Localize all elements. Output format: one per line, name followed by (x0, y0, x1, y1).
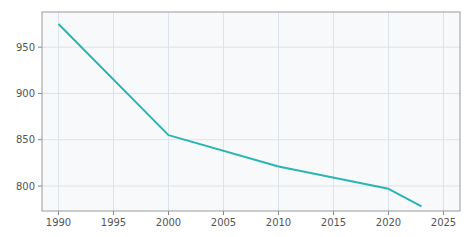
x-tick (333, 211, 334, 215)
x-tick-label: 2010 (266, 217, 291, 228)
x-grid-line (278, 12, 279, 211)
y-tick-label: 850 (16, 134, 35, 145)
x-tick-label: 1995 (101, 217, 126, 228)
plot-frame (42, 12, 460, 211)
x-tick-label: 2000 (156, 217, 181, 228)
y-tick-label: 900 (16, 88, 35, 99)
x-grid-line (443, 12, 444, 211)
y-tick (38, 47, 42, 48)
x-tick-label: 2020 (376, 217, 401, 228)
x-tick-label: 2005 (211, 217, 236, 228)
y-grid-line (42, 93, 460, 94)
x-tick (168, 211, 169, 215)
plot-background (42, 12, 460, 211)
y-grid-line (42, 139, 460, 140)
x-tick-label: 1990 (46, 217, 71, 228)
x-grid-line (58, 12, 59, 211)
y-grid-line (42, 47, 460, 48)
data-layer (59, 24, 422, 206)
y-grid-line (42, 186, 460, 187)
chart-container: 1990 1995 2000 2005 2010 2015 2020 2025 800 850 90… (0, 0, 474, 237)
x-tick (58, 211, 59, 215)
x-tick-label: 2025 (431, 217, 456, 228)
x-grid-line (168, 12, 169, 211)
y-tick (38, 186, 42, 187)
x-grid-line (223, 12, 224, 211)
grid (42, 12, 460, 211)
x-tick (443, 211, 444, 215)
x-tick (223, 211, 224, 215)
y-tick-label: 800 (16, 181, 35, 192)
x-tick (388, 211, 389, 215)
x-grid-line (333, 12, 334, 211)
line (59, 24, 422, 206)
y-tick (38, 139, 42, 140)
x-tick-label: 2015 (321, 217, 346, 228)
y-tick (38, 93, 42, 94)
x-tick (278, 211, 279, 215)
chart-svg: 1990 1995 2000 2005 2010 2015 2020 2025 800 850 90… (0, 0, 474, 237)
y-tick-label: 950 (16, 42, 35, 53)
x-grid-line (113, 12, 114, 211)
tick-labels: 1990 1995 2000 2005 2010 2015 2020 2025 800 850 90… (16, 42, 456, 228)
x-tick (113, 211, 114, 215)
x-grid-line (388, 12, 389, 211)
